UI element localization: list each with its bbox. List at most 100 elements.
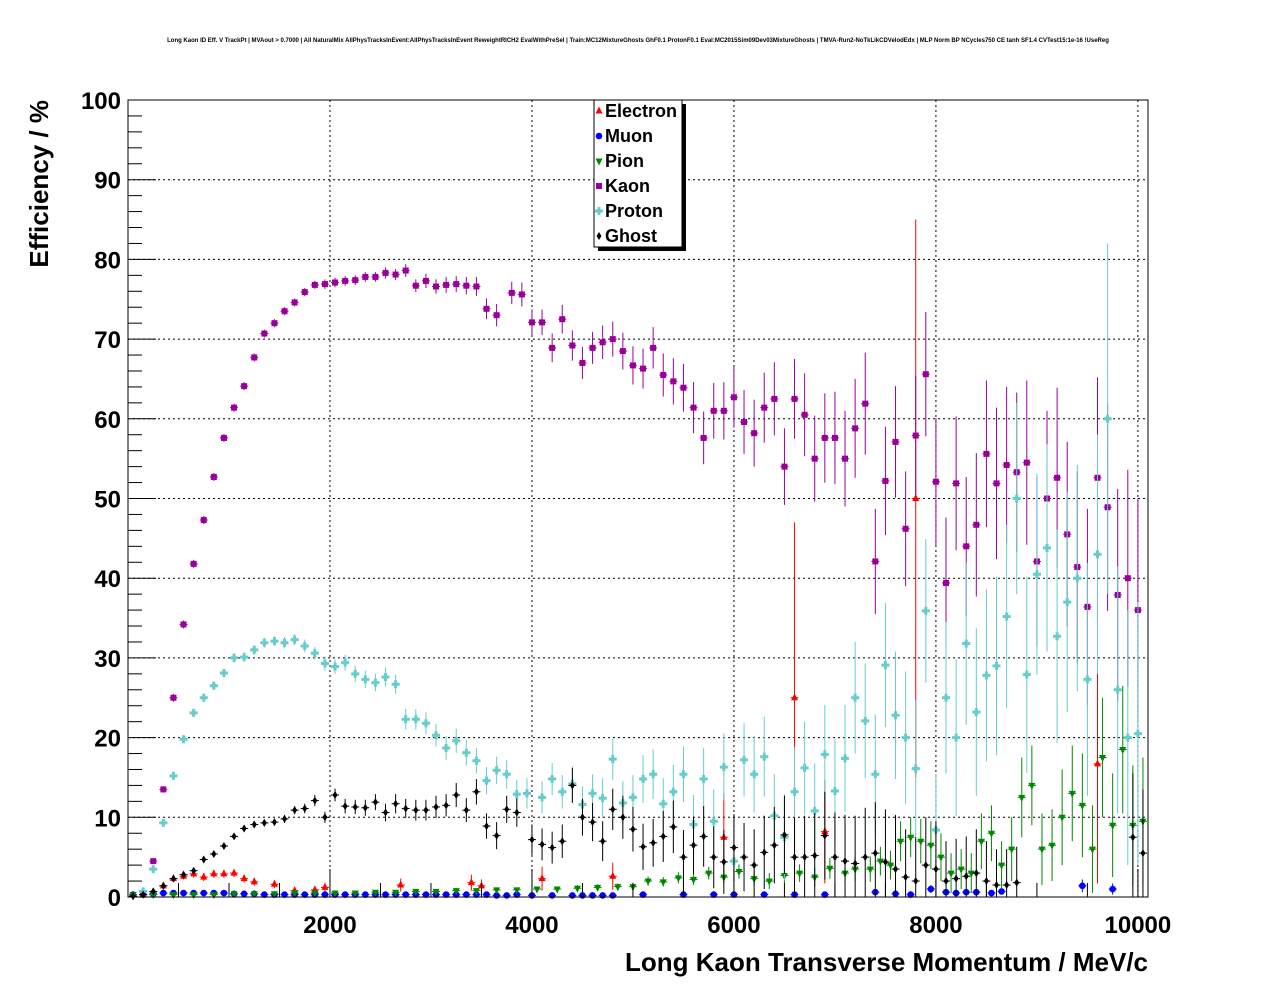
kaon-point bbox=[372, 273, 379, 280]
kaon-point bbox=[599, 339, 606, 346]
electron-point bbox=[240, 874, 248, 882]
proton-point bbox=[942, 693, 951, 702]
proton-point bbox=[810, 806, 819, 815]
ghost-point bbox=[539, 840, 545, 849]
pion-point bbox=[190, 892, 198, 900]
kaon-point bbox=[463, 282, 470, 289]
ghost-point bbox=[423, 806, 429, 815]
y-tick-label: 10 bbox=[94, 805, 121, 832]
muon-point bbox=[1109, 885, 1116, 893]
electron-point bbox=[321, 882, 329, 890]
ghost-point bbox=[302, 804, 308, 813]
pion-point bbox=[392, 889, 400, 897]
pion-point bbox=[452, 888, 460, 896]
muon-point bbox=[422, 891, 430, 898]
proton-point bbox=[270, 637, 279, 646]
proton-point bbox=[1103, 414, 1112, 423]
kaon-point bbox=[993, 480, 1000, 487]
ghost-series bbox=[129, 767, 1147, 901]
ghost-point bbox=[251, 820, 257, 829]
proton-point bbox=[280, 638, 289, 647]
proton-point bbox=[1123, 733, 1132, 742]
proton-point bbox=[921, 606, 930, 615]
proton-point bbox=[972, 708, 981, 717]
ghost-point bbox=[852, 859, 858, 868]
x-tick-label: 2000 bbox=[303, 912, 356, 939]
kaon-point bbox=[720, 407, 727, 414]
ghost-point bbox=[832, 853, 838, 862]
pion-point bbox=[1078, 802, 1086, 810]
proton-point bbox=[911, 764, 920, 773]
pion-point bbox=[493, 887, 501, 895]
proton-point bbox=[310, 649, 319, 658]
ghost-point bbox=[529, 835, 535, 844]
ghost-point bbox=[600, 837, 606, 846]
pion-point bbox=[553, 886, 561, 894]
ghost-point bbox=[443, 801, 449, 810]
electron-point bbox=[200, 872, 208, 880]
kaon-point bbox=[902, 525, 909, 532]
kaon-point bbox=[912, 432, 919, 439]
ghost-point bbox=[473, 787, 479, 796]
proton-point bbox=[361, 675, 370, 684]
muon-point bbox=[907, 891, 914, 898]
y-tick-label: 80 bbox=[94, 247, 121, 274]
ghost-point bbox=[332, 790, 338, 799]
proton-point bbox=[709, 817, 718, 826]
proton-point bbox=[800, 763, 809, 772]
ghost-point bbox=[741, 853, 747, 862]
kaon-point bbox=[589, 344, 596, 351]
ghost-point bbox=[514, 808, 520, 817]
legend-ghost-marker bbox=[596, 232, 602, 240]
kaon-point bbox=[352, 277, 359, 284]
ghost-point bbox=[221, 841, 227, 850]
proton-point bbox=[230, 653, 239, 662]
proton-point bbox=[1083, 675, 1092, 684]
pion-point bbox=[674, 875, 682, 883]
pion-point bbox=[866, 866, 874, 874]
proton-point bbox=[472, 756, 481, 765]
pion-point bbox=[1048, 842, 1056, 850]
pion-point bbox=[1119, 747, 1127, 755]
pion-point bbox=[690, 876, 698, 884]
pion-point bbox=[957, 866, 965, 874]
legend-ghost-label: Ghost bbox=[605, 226, 657, 246]
proton-point bbox=[1043, 543, 1052, 552]
kaon-point bbox=[872, 558, 879, 565]
proton-point bbox=[502, 770, 511, 779]
ghost-point bbox=[484, 822, 490, 831]
legend-electron-label: Electron bbox=[605, 101, 677, 121]
proton-point bbox=[1113, 685, 1122, 694]
proton-point bbox=[699, 775, 708, 784]
kaon-point bbox=[811, 455, 818, 462]
proton-point bbox=[219, 669, 228, 678]
kaon-point bbox=[741, 418, 748, 425]
proton-point bbox=[492, 766, 501, 775]
ghost-point bbox=[620, 813, 626, 822]
ghost-point bbox=[711, 853, 717, 862]
proton-point bbox=[871, 770, 880, 779]
electron-point bbox=[210, 869, 218, 877]
x-tick-label: 4000 bbox=[505, 912, 558, 939]
ghost-point bbox=[610, 805, 616, 814]
muon-point bbox=[483, 891, 490, 898]
kaon-point bbox=[150, 858, 157, 865]
y-tick-label: 0 bbox=[108, 885, 121, 912]
kaon-point bbox=[640, 365, 647, 372]
kaon-point bbox=[528, 319, 535, 326]
pion-point bbox=[432, 888, 440, 896]
legend-proton-label: Proton bbox=[605, 201, 663, 221]
pion-point bbox=[149, 892, 157, 900]
pion-point bbox=[826, 865, 834, 873]
kaon-point bbox=[412, 282, 419, 289]
muon-point bbox=[220, 889, 228, 897]
proton-point bbox=[830, 786, 839, 795]
kaon-point bbox=[882, 477, 889, 484]
legend-pion-label: Pion bbox=[605, 151, 644, 171]
ghost-point bbox=[292, 806, 298, 815]
muon-point bbox=[402, 891, 410, 898]
ghost-point bbox=[893, 865, 899, 874]
ghost-point bbox=[691, 841, 697, 850]
pion-point bbox=[735, 868, 743, 876]
kaon-point bbox=[801, 411, 808, 418]
